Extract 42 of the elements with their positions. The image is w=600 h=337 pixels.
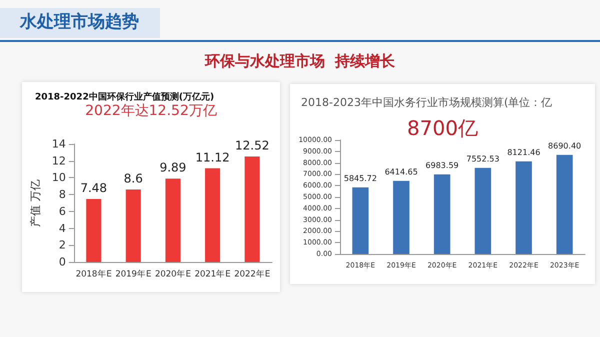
bar <box>434 174 450 254</box>
chart-title: 2018-2022中国环保行业产值预测(万亿元) <box>35 92 214 102</box>
data-label: 6414.65 <box>384 167 418 176</box>
bar <box>352 187 369 254</box>
data-label: 7.48 <box>80 180 108 195</box>
text: 8700亿 <box>407 116 478 140</box>
data-label: 7552.53 <box>466 154 500 164</box>
data-label: 11.12 <box>195 150 230 164</box>
bar <box>244 156 260 262</box>
x-tick-label: 2022年E <box>234 268 270 280</box>
bar <box>126 190 141 262</box>
bar <box>556 154 573 254</box>
data-label: 8.6 <box>124 172 143 186</box>
x-tick-label: 2019年E <box>115 268 152 280</box>
bar <box>516 161 532 254</box>
data-label: 5845.72 <box>344 174 377 183</box>
y-tick-label: 0 <box>58 256 66 268</box>
y-tick-label: 8 <box>58 188 66 202</box>
bar <box>393 180 410 254</box>
y-tick-label: 14 <box>52 138 66 150</box>
bar <box>86 198 102 262</box>
data-label: 8690.40 <box>548 141 582 150</box>
data-label: 6983.59 <box>426 160 459 170</box>
data-label: 12.52 <box>235 138 270 152</box>
bar <box>205 168 220 262</box>
text: 水处理市场趋势 <box>20 11 139 33</box>
y-tick-label: 6 <box>58 204 66 218</box>
x-tick-label: 2018年E <box>76 268 112 280</box>
y-tick-label: 4 <box>58 222 66 235</box>
bar <box>474 168 492 254</box>
y-tick-label: 12 <box>52 154 66 168</box>
y-tick-label: 2 <box>58 238 66 252</box>
chart-title: 2018-2023年中国水务行业市场规模测算(单位：亿 <box>301 96 552 109</box>
y-tick-label: 10 <box>52 171 66 184</box>
x-tick-label: 2020年E <box>154 268 191 280</box>
data-label: 9.89 <box>160 160 186 175</box>
text: 环保与水处理市场 持续增长 <box>204 52 396 71</box>
text: 2022年达12.52万亿 <box>85 103 217 119</box>
x-tick-label: 2021年E <box>194 268 231 280</box>
y-axis-title: 产值 万亿 <box>29 179 42 227</box>
data-label: 8121.46 <box>507 148 540 157</box>
bar <box>165 178 180 262</box>
